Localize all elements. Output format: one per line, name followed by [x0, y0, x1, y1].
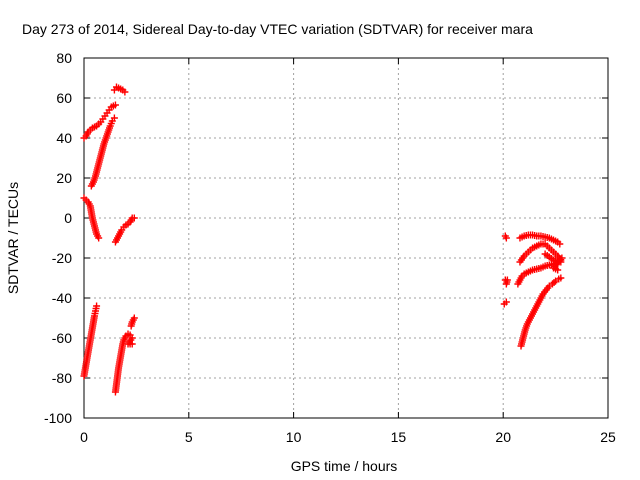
x-tick-label: 10 — [286, 429, 302, 445]
data-series-arc-b — [87, 114, 118, 190]
data-point-marker — [556, 240, 564, 248]
data-point-marker — [502, 298, 510, 306]
x-tick-labels: 0 5 10 15 20 25 — [80, 429, 616, 445]
data-series-arc-p — [517, 274, 565, 350]
axis-ticks — [83, 57, 609, 419]
x-tick-label: 25 — [600, 429, 616, 445]
chart-title: Day 273 of 2014, Sidereal Day-to-day VTE… — [22, 21, 533, 37]
data-point-marker — [93, 302, 101, 310]
data-series-arc-f — [80, 302, 101, 380]
data-series-arc-o — [541, 250, 566, 274]
data-point-marker — [502, 280, 510, 288]
grid-lines — [84, 58, 608, 418]
plot-frame — [83, 57, 609, 419]
data-point-marker — [95, 234, 103, 242]
data-series-arc-d — [80, 194, 103, 242]
y-tick-label: -60 — [52, 330, 72, 346]
x-tick-label: 5 — [185, 429, 193, 445]
data-point-marker — [502, 234, 510, 242]
data-series-arc-e — [111, 214, 138, 246]
data-point-marker — [110, 114, 118, 122]
data-series-arc-g — [111, 330, 136, 396]
data-point-marker — [130, 314, 138, 322]
y-tick-label: -80 — [52, 370, 72, 386]
data-points — [80, 83, 566, 396]
y-tick-label: -40 — [52, 290, 72, 306]
y-tick-label: -100 — [44, 410, 72, 426]
data-series-arc-i — [501, 232, 510, 242]
x-tick-label: 0 — [80, 429, 88, 445]
y-tick-label: -20 — [52, 250, 72, 266]
y-tick-label: 60 — [56, 90, 72, 106]
data-series-arc-l — [516, 231, 564, 248]
data-series-arc-a — [80, 101, 119, 142]
data-point-marker — [111, 101, 119, 109]
y-tick-label: 20 — [56, 170, 72, 186]
x-axis-title: GPS time / hours — [291, 458, 398, 474]
y-tick-labels: -100 -80 -60 -40 -20 0 20 40 60 80 — [44, 50, 72, 426]
y-tick-label: 40 — [56, 130, 72, 146]
data-point-marker — [557, 274, 565, 282]
x-tick-label: 15 — [391, 429, 407, 445]
data-series-arc-c — [110, 83, 129, 96]
y-tick-label: 80 — [56, 50, 72, 66]
data-point-marker — [550, 279, 558, 286]
data-series-arc-h — [127, 314, 138, 330]
data-point-marker — [121, 88, 129, 96]
data-series-arc-j — [501, 276, 511, 288]
data-point-marker — [130, 214, 138, 222]
data-point-marker — [554, 266, 562, 274]
y-axis-title: SDTVAR / TECUs — [5, 182, 21, 294]
data-point-marker — [128, 340, 136, 348]
x-tick-label: 20 — [495, 429, 511, 445]
y-tick-label: 0 — [64, 210, 72, 226]
data-series-arc-k — [500, 298, 510, 308]
